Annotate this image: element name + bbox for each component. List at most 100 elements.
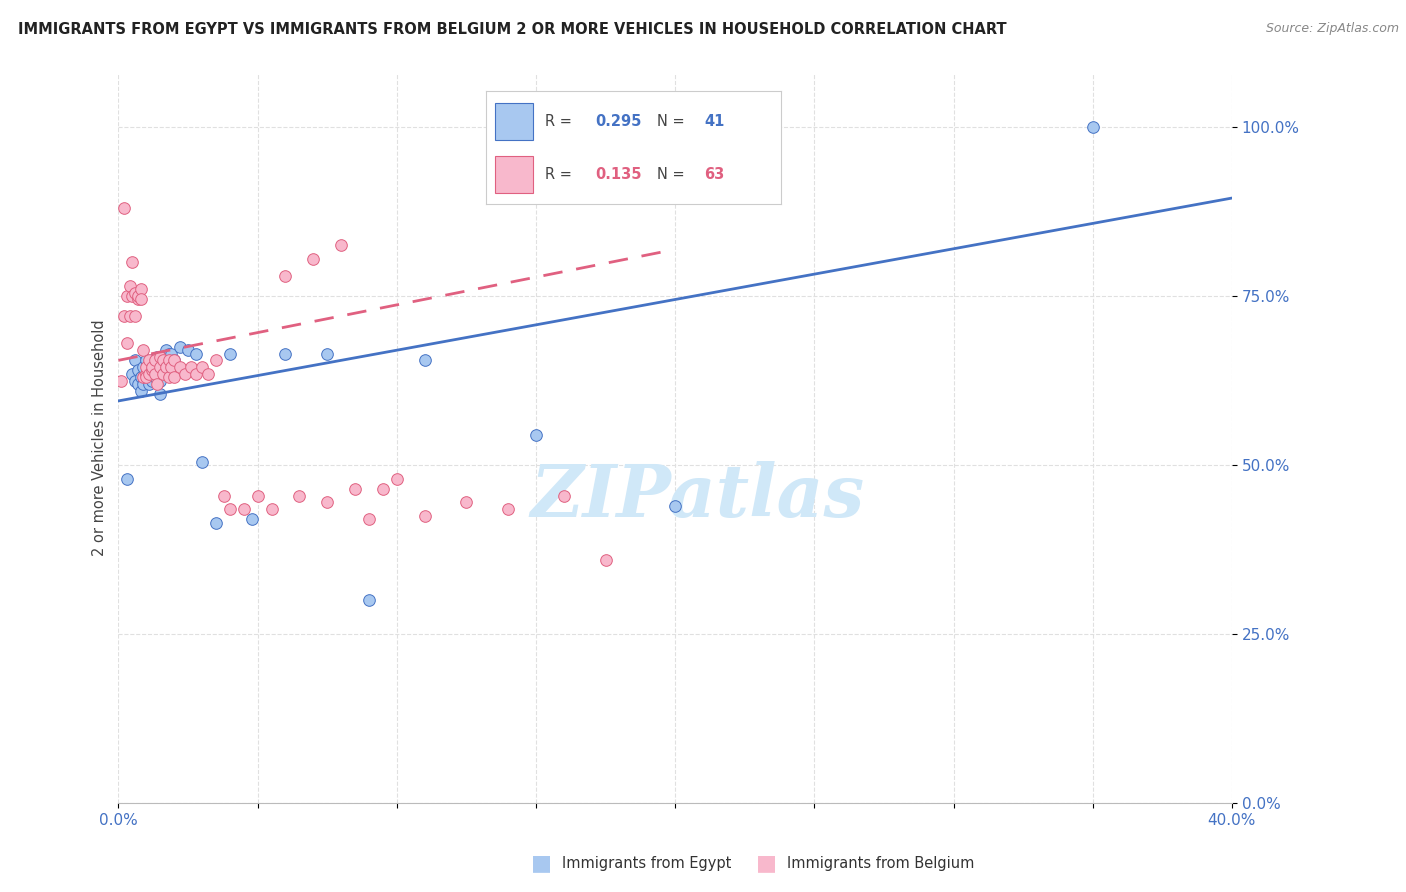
Point bbox=[246, 489, 269, 503]
Point bbox=[205, 353, 228, 368]
Point bbox=[124, 310, 146, 324]
Point bbox=[316, 346, 339, 360]
Point bbox=[141, 374, 163, 388]
Point bbox=[138, 360, 160, 375]
Point bbox=[143, 360, 166, 375]
Point bbox=[385, 472, 408, 486]
Point bbox=[127, 293, 149, 307]
Point bbox=[138, 367, 160, 381]
Point bbox=[344, 482, 367, 496]
Point bbox=[186, 367, 208, 381]
Text: IMMIGRANTS FROM EGYPT VS IMMIGRANTS FROM BELGIUM 2 OR MORE VEHICLES IN HOUSEHOLD: IMMIGRANTS FROM EGYPT VS IMMIGRANTS FROM… bbox=[18, 22, 1007, 37]
Point bbox=[138, 353, 160, 368]
Point bbox=[524, 427, 547, 442]
Point bbox=[155, 343, 177, 358]
Point bbox=[149, 387, 172, 401]
Point bbox=[186, 346, 208, 360]
Point bbox=[160, 346, 183, 360]
Point bbox=[121, 367, 143, 381]
Point bbox=[553, 489, 575, 503]
Point bbox=[169, 340, 191, 354]
Text: ZIPatlas: ZIPatlas bbox=[530, 461, 865, 532]
Point bbox=[163, 353, 186, 368]
Point bbox=[595, 553, 617, 567]
Text: Immigrants from Belgium: Immigrants from Belgium bbox=[787, 856, 974, 871]
Point bbox=[357, 593, 380, 607]
Text: Immigrants from Egypt: Immigrants from Egypt bbox=[562, 856, 731, 871]
Point bbox=[205, 516, 228, 530]
Text: ■: ■ bbox=[756, 854, 776, 873]
Point bbox=[240, 512, 263, 526]
Point bbox=[135, 353, 157, 368]
Point bbox=[357, 512, 380, 526]
Point bbox=[143, 367, 166, 381]
Text: ■: ■ bbox=[531, 854, 551, 873]
Point bbox=[132, 377, 155, 392]
Point bbox=[163, 353, 186, 368]
Point bbox=[118, 279, 141, 293]
Point bbox=[496, 502, 519, 516]
Point bbox=[371, 482, 394, 496]
Point bbox=[132, 360, 155, 375]
Point bbox=[135, 360, 157, 375]
Point bbox=[157, 370, 180, 384]
Point bbox=[127, 377, 149, 392]
Y-axis label: 2 or more Vehicles in Household: 2 or more Vehicles in Household bbox=[93, 320, 107, 557]
Point bbox=[118, 310, 141, 324]
Point bbox=[218, 502, 240, 516]
Point bbox=[112, 310, 135, 324]
Point bbox=[121, 255, 143, 269]
Point bbox=[135, 370, 157, 384]
Point bbox=[143, 370, 166, 384]
Point bbox=[456, 495, 478, 509]
Point bbox=[146, 363, 169, 377]
Point bbox=[124, 285, 146, 300]
Point bbox=[180, 360, 202, 375]
Point bbox=[124, 353, 146, 368]
Point bbox=[174, 367, 197, 381]
Point bbox=[143, 353, 166, 368]
Point bbox=[177, 343, 200, 358]
Point bbox=[163, 370, 186, 384]
Point bbox=[141, 360, 163, 375]
Point bbox=[413, 353, 436, 368]
Point bbox=[112, 201, 135, 215]
Point bbox=[232, 502, 254, 516]
Point bbox=[141, 363, 163, 377]
Point bbox=[152, 353, 174, 368]
Point bbox=[218, 346, 240, 360]
Point bbox=[121, 289, 143, 303]
Point bbox=[191, 360, 214, 375]
Point bbox=[169, 360, 191, 375]
Text: Source: ZipAtlas.com: Source: ZipAtlas.com bbox=[1265, 22, 1399, 36]
Point bbox=[127, 363, 149, 377]
Point bbox=[664, 499, 686, 513]
Point bbox=[288, 489, 311, 503]
Point bbox=[274, 346, 297, 360]
Point bbox=[149, 374, 172, 388]
Point bbox=[146, 350, 169, 364]
Point bbox=[160, 360, 183, 375]
Point bbox=[149, 350, 172, 364]
Point bbox=[129, 282, 152, 296]
Point bbox=[129, 370, 152, 384]
Point bbox=[146, 377, 169, 392]
Point bbox=[1081, 120, 1104, 134]
Point bbox=[115, 289, 138, 303]
Point bbox=[191, 455, 214, 469]
Point bbox=[138, 377, 160, 392]
Point bbox=[152, 367, 174, 381]
Point bbox=[149, 360, 172, 375]
Point bbox=[212, 489, 235, 503]
Point bbox=[157, 353, 180, 368]
Point bbox=[197, 367, 219, 381]
Point bbox=[274, 268, 297, 283]
Point bbox=[260, 502, 283, 516]
Point bbox=[413, 508, 436, 523]
Point bbox=[115, 472, 138, 486]
Point bbox=[124, 374, 146, 388]
Point bbox=[127, 289, 149, 303]
Point bbox=[132, 343, 155, 358]
Point bbox=[302, 252, 325, 266]
Point bbox=[316, 495, 339, 509]
